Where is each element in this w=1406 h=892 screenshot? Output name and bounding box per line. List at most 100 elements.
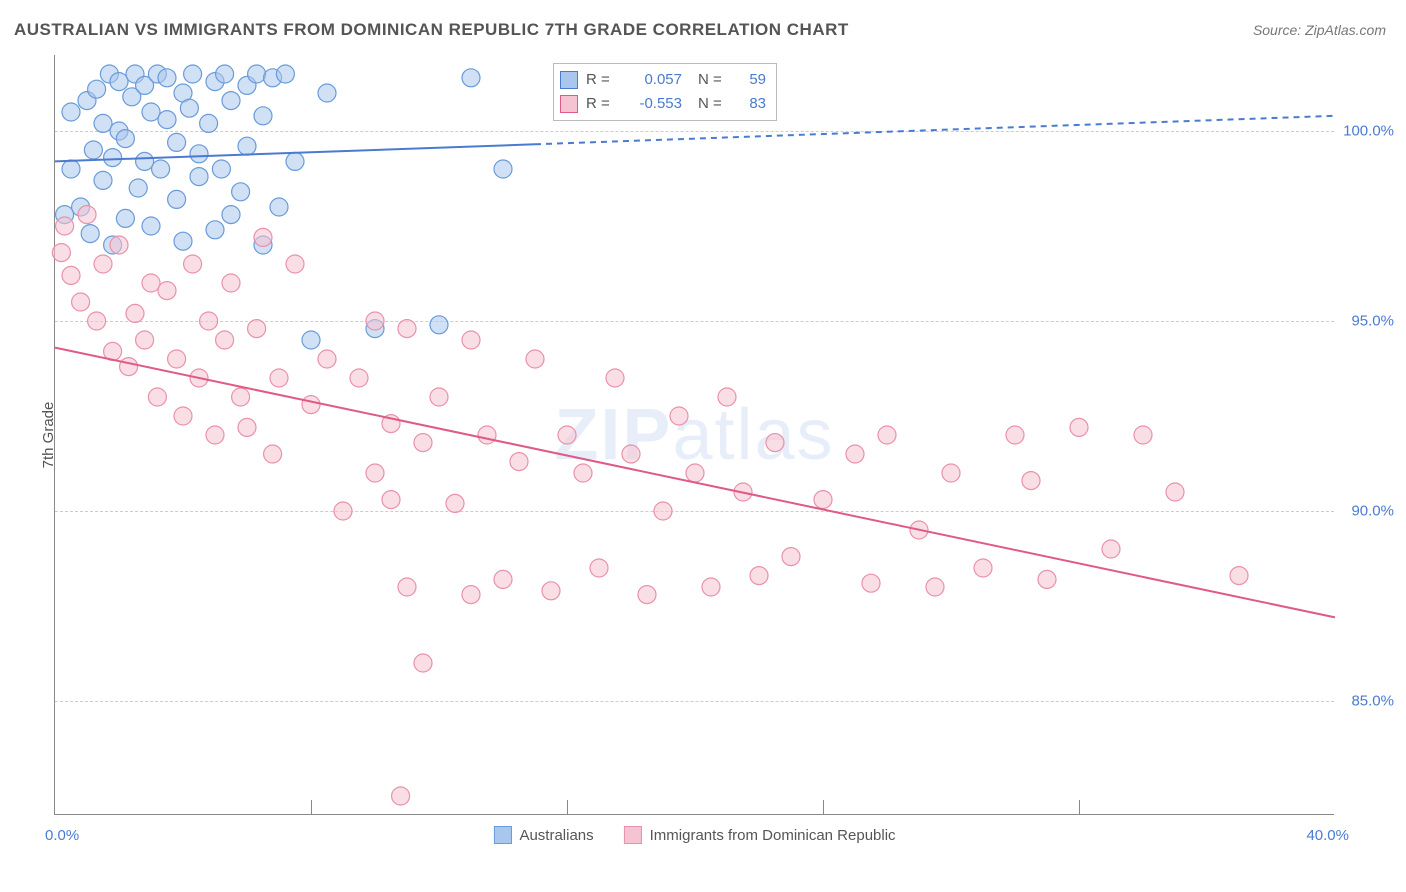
- data-point: [238, 137, 256, 155]
- data-point: [542, 582, 560, 600]
- data-point: [462, 586, 480, 604]
- data-point: [366, 312, 384, 330]
- data-point: [254, 107, 272, 125]
- data-point: [142, 274, 160, 292]
- data-point: [222, 92, 240, 110]
- data-point: [110, 73, 128, 91]
- data-point: [248, 320, 266, 338]
- data-point: [88, 312, 106, 330]
- data-point: [1166, 483, 1184, 501]
- data-point: [494, 570, 512, 588]
- data-point: [1070, 418, 1088, 436]
- series-legend: Australians Immigrants from Dominican Rep…: [493, 826, 895, 844]
- data-point: [654, 502, 672, 520]
- data-point: [590, 559, 608, 577]
- data-point: [606, 369, 624, 387]
- legend-row: R =-0.553N =83: [560, 92, 766, 116]
- data-point: [814, 491, 832, 509]
- data-point: [302, 331, 320, 349]
- data-point: [206, 221, 224, 239]
- data-point: [318, 350, 336, 368]
- data-point: [430, 388, 448, 406]
- data-point: [430, 316, 448, 334]
- data-point: [184, 255, 202, 273]
- data-point: [190, 145, 208, 163]
- x-axis-max-label: 40.0%: [1306, 827, 1349, 844]
- y-tick-label: 90.0%: [1351, 503, 1394, 520]
- legend-r-label: R =: [586, 92, 614, 116]
- data-point: [126, 304, 144, 322]
- data-point: [116, 130, 134, 148]
- data-point: [1230, 567, 1248, 585]
- data-point: [846, 445, 864, 463]
- data-point: [782, 548, 800, 566]
- data-point: [168, 133, 186, 151]
- data-point: [686, 464, 704, 482]
- data-point: [750, 567, 768, 585]
- data-point: [926, 578, 944, 596]
- data-point: [276, 65, 294, 83]
- data-point: [142, 103, 160, 121]
- data-point: [270, 369, 288, 387]
- data-point: [222, 206, 240, 224]
- data-point: [62, 266, 80, 284]
- data-point: [446, 494, 464, 512]
- data-point: [248, 65, 266, 83]
- data-point: [254, 228, 272, 246]
- data-point: [558, 426, 576, 444]
- data-point: [52, 244, 70, 262]
- data-point: [878, 426, 896, 444]
- legend-swatch: [560, 95, 578, 113]
- data-point: [398, 578, 416, 596]
- y-tick-label: 95.0%: [1351, 313, 1394, 330]
- data-point: [478, 426, 496, 444]
- data-point: [81, 225, 99, 243]
- data-point: [392, 787, 410, 805]
- legend-swatch: [624, 826, 642, 844]
- data-point: [78, 206, 96, 224]
- data-point: [398, 320, 416, 338]
- legend-item: Immigrants from Dominican Republic: [624, 826, 896, 844]
- data-point: [232, 183, 250, 201]
- data-point: [462, 69, 480, 87]
- data-point: [94, 114, 112, 132]
- data-point: [510, 453, 528, 471]
- legend-r-label: R =: [586, 68, 614, 92]
- data-point: [462, 331, 480, 349]
- data-point: [622, 445, 640, 463]
- data-point: [216, 331, 234, 349]
- legend-label: Immigrants from Dominican Republic: [650, 827, 896, 844]
- data-point: [168, 350, 186, 368]
- data-point: [270, 198, 288, 216]
- data-point: [158, 69, 176, 87]
- data-point: [174, 232, 192, 250]
- data-point: [526, 350, 544, 368]
- data-point: [116, 209, 134, 227]
- correlation-legend: R =0.057N =59R =-0.553N =83: [553, 63, 777, 121]
- data-point: [94, 171, 112, 189]
- legend-label: Australians: [519, 827, 593, 844]
- data-point: [1022, 472, 1040, 490]
- data-point: [158, 111, 176, 129]
- data-point: [190, 168, 208, 186]
- data-point: [104, 149, 122, 167]
- data-point: [382, 491, 400, 509]
- data-point: [88, 80, 106, 98]
- data-point: [56, 217, 74, 235]
- data-point: [1006, 426, 1024, 444]
- data-point: [110, 236, 128, 254]
- data-point: [136, 331, 154, 349]
- data-point: [158, 282, 176, 300]
- data-point: [62, 160, 80, 178]
- data-point: [702, 578, 720, 596]
- data-point: [574, 464, 592, 482]
- data-point: [718, 388, 736, 406]
- x-axis-min-label: 0.0%: [45, 827, 79, 844]
- data-point: [232, 388, 250, 406]
- legend-n-value: 59: [738, 68, 766, 92]
- data-point: [862, 574, 880, 592]
- data-point: [264, 445, 282, 463]
- data-point: [62, 103, 80, 121]
- data-point: [366, 464, 384, 482]
- regression-line: [55, 348, 1335, 618]
